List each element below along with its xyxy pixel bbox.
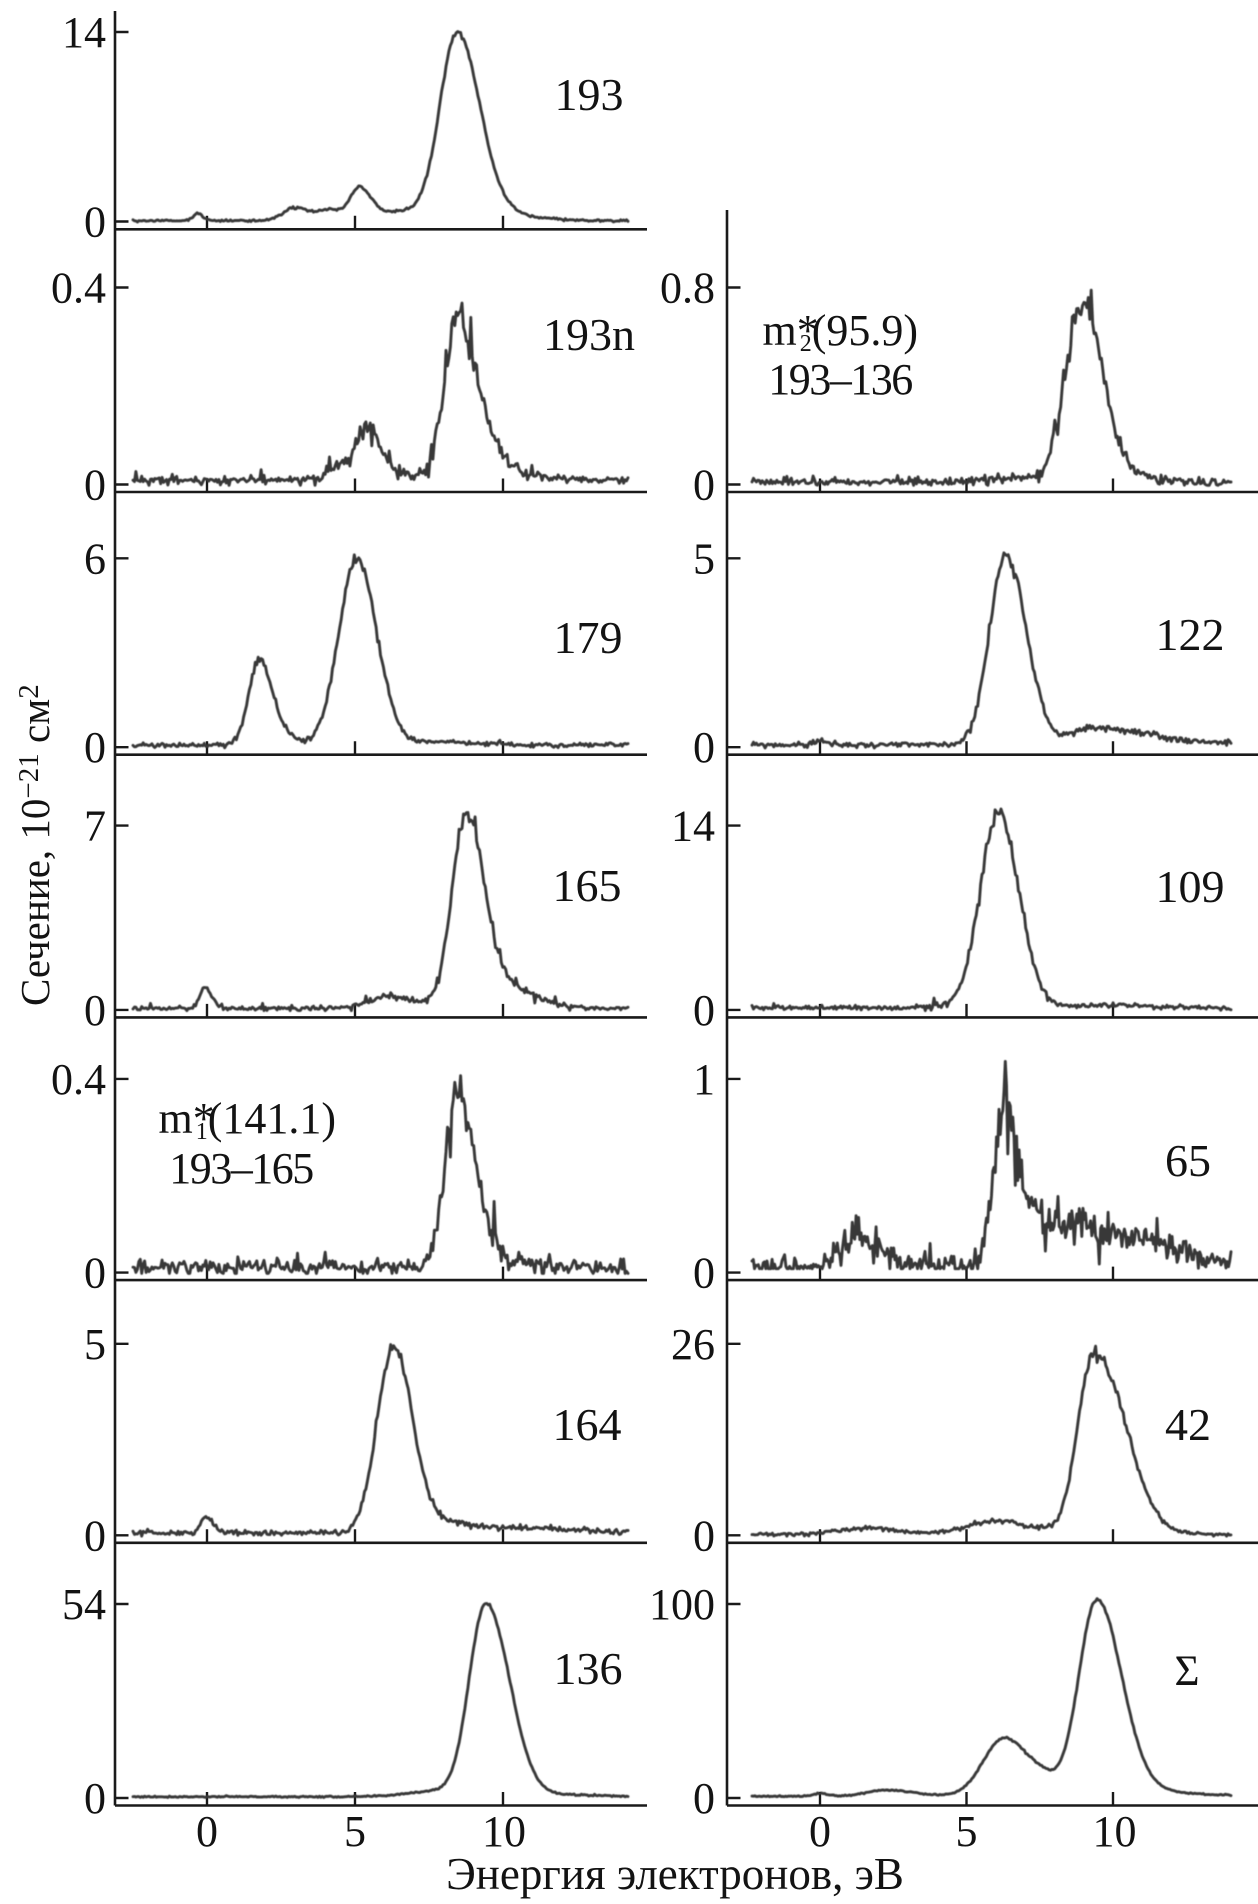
svg-text:5: 5 bbox=[956, 1807, 978, 1856]
svg-text:193n: 193n bbox=[543, 309, 635, 360]
svg-text:1: 1 bbox=[693, 1055, 715, 1104]
svg-text:109: 109 bbox=[1156, 861, 1225, 912]
svg-text:193: 193 bbox=[555, 69, 624, 120]
svg-text:0: 0 bbox=[693, 1511, 715, 1560]
svg-text:42: 42 bbox=[1165, 1399, 1211, 1450]
svg-text:0: 0 bbox=[693, 461, 715, 510]
svg-text:193–165: 193–165 bbox=[169, 1144, 313, 1193]
svg-text:0.4: 0.4 bbox=[51, 1055, 106, 1104]
svg-text:26: 26 bbox=[671, 1320, 715, 1369]
svg-text:0: 0 bbox=[84, 198, 106, 247]
svg-text:10: 10 bbox=[1093, 1807, 1137, 1856]
svg-text:0: 0 bbox=[84, 986, 106, 1035]
svg-text:0: 0 bbox=[84, 1774, 106, 1823]
svg-text:100: 100 bbox=[649, 1580, 715, 1629]
svg-text:5: 5 bbox=[84, 1320, 106, 1369]
svg-text:0: 0 bbox=[693, 1249, 715, 1298]
svg-text:0: 0 bbox=[84, 461, 106, 510]
svg-text:0: 0 bbox=[809, 1807, 831, 1856]
svg-text:m*1(141.1): m*1(141.1) bbox=[159, 1094, 337, 1145]
svg-text:6: 6 bbox=[84, 534, 106, 583]
svg-text:0: 0 bbox=[196, 1807, 218, 1856]
svg-text:Сечение, 10−21 см2: Сечение, 10−21 см2 bbox=[12, 684, 58, 1006]
svg-text:65: 65 bbox=[1165, 1135, 1211, 1186]
svg-text:14: 14 bbox=[62, 8, 106, 57]
svg-text:0.4: 0.4 bbox=[51, 264, 106, 313]
svg-text:7: 7 bbox=[84, 802, 106, 851]
svg-text:122: 122 bbox=[1156, 609, 1225, 660]
svg-text:0: 0 bbox=[693, 723, 715, 772]
svg-text:193–136: 193–136 bbox=[768, 355, 912, 404]
svg-text:10: 10 bbox=[482, 1807, 526, 1856]
svg-text:Σ: Σ bbox=[1174, 1648, 1199, 1695]
svg-text:179: 179 bbox=[554, 612, 623, 663]
svg-text:165: 165 bbox=[553, 860, 622, 911]
svg-text:5: 5 bbox=[693, 534, 715, 583]
svg-text:0: 0 bbox=[84, 1249, 106, 1298]
svg-text:54: 54 bbox=[62, 1580, 106, 1629]
svg-text:0.8: 0.8 bbox=[660, 264, 715, 313]
svg-text:5: 5 bbox=[344, 1807, 366, 1856]
svg-text:m*2(95.9): m*2(95.9) bbox=[763, 306, 919, 357]
svg-text:14: 14 bbox=[671, 802, 715, 851]
svg-text:0: 0 bbox=[84, 723, 106, 772]
svg-text:136: 136 bbox=[554, 1643, 623, 1694]
svg-text:0: 0 bbox=[693, 986, 715, 1035]
svg-text:0: 0 bbox=[693, 1774, 715, 1823]
svg-text:Энергия электронов, эВ: Энергия электронов, эВ bbox=[446, 1849, 904, 1899]
svg-text:0: 0 bbox=[84, 1511, 106, 1560]
svg-text:164: 164 bbox=[553, 1399, 622, 1450]
